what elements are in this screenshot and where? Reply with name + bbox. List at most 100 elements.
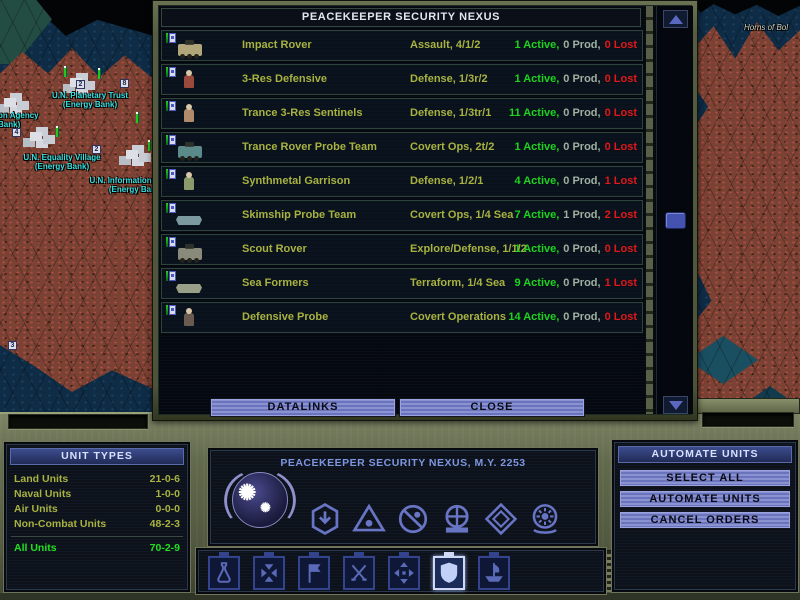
datalinks-button[interactable]: DATALINKS [210, 398, 396, 417]
unit-sprite [184, 104, 194, 122]
unit-marker[interactable] [136, 112, 139, 123]
flag-icon[interactable] [298, 552, 330, 590]
hexagon-arrow-icon[interactable] [308, 502, 342, 536]
unit-row[interactable]: Skimship Probe Team Covert Ops, 1/4 Sea … [161, 200, 643, 231]
unit-flag-icon [169, 135, 176, 145]
unit-sprite-icon [164, 168, 210, 195]
unit-flag-icon [169, 169, 176, 179]
map-badge: 8 [120, 79, 129, 88]
unit-stats: 4 Active, 0 Prod, 1 Lost [514, 167, 637, 196]
unit-types-row: Air Units 0-0-0 [14, 503, 180, 515]
unit-flag-icon [169, 101, 176, 111]
unit-sprite-icon [164, 236, 210, 263]
unit-type: Defense, 1/3r/2 [410, 73, 488, 85]
lost-count: 0 Lost [604, 141, 637, 153]
unit-health-bar [166, 305, 168, 315]
unit-marker[interactable] [64, 66, 67, 77]
unit-sprite [178, 244, 202, 263]
unit-stats: 1 Active, 0 Prod, 0 Lost [514, 133, 637, 162]
unit-stats: 1 Active, 0 Prod, 0 Lost [514, 235, 637, 264]
prod-count: 0 Prod, [563, 73, 601, 85]
scroll-up-button[interactable] [663, 10, 688, 28]
scrollbar-thumb[interactable] [665, 212, 686, 229]
active-count: 1 Active, [514, 243, 560, 255]
down-arrow-icon [669, 401, 683, 410]
dialog-body: PEACEKEEPER SECURITY NEXUS Impact Rover … [158, 5, 693, 417]
prod-count: 0 Prod, [563, 277, 601, 289]
unit-name: Synthmetal Garrison [242, 175, 351, 187]
unit-stats: 11 Active, 0 Prod, 0 Lost [509, 99, 637, 128]
unit-marker[interactable] [98, 68, 101, 79]
unit-sprite [184, 308, 194, 326]
arrows-in-icon[interactable] [253, 552, 285, 590]
ship-icon[interactable] [478, 552, 510, 590]
lost-count: 1 Lost [604, 277, 637, 289]
unit-row[interactable]: Scout Rover Explore/Defense, 1/1/2 1 Act… [161, 234, 643, 265]
unit-flag-icon [169, 237, 176, 247]
lost-count: 2 Lost [604, 209, 637, 221]
base-marker[interactable] [126, 150, 138, 159]
unit-types-header: UNIT TYPES [10, 448, 184, 465]
select-all-button[interactable]: SELECT ALL [619, 469, 791, 487]
map-badge: 2 [92, 145, 101, 154]
unit-row[interactable]: 3-Res Defensive Defense, 1/3r/2 1 Active… [161, 64, 643, 95]
unit-type: Explore/Defense, 1/1/2 [410, 243, 527, 255]
unit-row[interactable]: Synthmetal Garrison Defense, 1/2/1 4 Act… [161, 166, 643, 197]
unit-filter-toolbar [196, 548, 606, 594]
unit-sprite-icon [164, 270, 210, 297]
scroll-down-button[interactable] [663, 396, 688, 414]
console-vent [702, 412, 794, 427]
shield-icon[interactable] [433, 552, 465, 590]
all-units-row: All Units 70-2-9 [14, 542, 180, 554]
unit-row[interactable]: Sea Formers Terraform, 1/4 Sea 9 Active,… [161, 268, 643, 299]
up-arrow-icon [669, 15, 683, 24]
unit-sprite-icon [164, 134, 210, 161]
starburst-icon: ✺ [260, 500, 271, 515]
wheel-icon[interactable] [440, 502, 474, 536]
bottom-console: UNIT TYPES Land Units 21-0-6 Naval Units 1… [0, 398, 800, 600]
automate-units-button[interactable]: AUTOMATE UNITS [619, 490, 791, 508]
base-label: U.N. Planetary Trust (Energy Bank) [51, 91, 129, 109]
no-sign-icon[interactable] [396, 502, 430, 536]
unit-sprite-icon [164, 304, 210, 331]
unit-name: Impact Rover [242, 39, 312, 51]
triangle-icon[interactable] [352, 502, 386, 536]
dialog-title: PEACEKEEPER SECURITY NEXUS [161, 8, 641, 27]
close-button[interactable]: CLOSE [399, 398, 585, 417]
base-label: U.N. Information Agency (Energy Bank) [89, 176, 183, 194]
unit-stats: 1 Active, 0 Prod, 0 Lost [514, 65, 637, 94]
active-count: 1 Active, [514, 39, 560, 51]
unit-flag-icon [169, 33, 176, 43]
unit-name: Defensive Probe [242, 311, 329, 323]
lost-count: 0 Lost [604, 311, 637, 323]
base-label: U.N. Equality Village (Energy Bank) [23, 153, 101, 171]
active-count: 11 Active, [508, 107, 560, 119]
unit-row[interactable]: Impact Rover Assault, 4/1/2 1 Active, 0 P… [161, 30, 643, 61]
crossed-swords-icon[interactable] [343, 552, 375, 590]
active-count: 1 Active, [514, 141, 560, 153]
unit-row[interactable]: Defensive Probe Covert Operations 14 Act… [161, 302, 643, 333]
scrollbar-track[interactable] [656, 6, 693, 414]
base-marker[interactable] [30, 132, 42, 141]
base-marker[interactable] [4, 98, 16, 107]
unit-marker[interactable] [56, 126, 59, 137]
unit-list: Impact Rover Assault, 4/1/2 1 Active, 0 P… [161, 30, 643, 336]
map-badge: 3 [8, 341, 17, 350]
unit-sprite-icon [164, 66, 210, 93]
unit-sprite [178, 40, 202, 59]
unit-name: Skimship Probe Team [242, 209, 357, 221]
diamond-icon[interactable] [484, 502, 518, 536]
unit-row[interactable]: Trance 3-Res Sentinels Defense, 1/3tr/1 … [161, 98, 643, 129]
unit-sprite [184, 172, 194, 190]
prod-count: 1 Prod, [563, 209, 601, 221]
unit-marker[interactable] [148, 140, 151, 151]
flask-icon[interactable] [208, 552, 240, 590]
unit-health-bar [166, 271, 168, 281]
arrows-out-icon[interactable] [388, 552, 420, 590]
sunburst-icon[interactable] [528, 502, 562, 536]
lost-count: 1 Lost [604, 175, 637, 187]
unit-row[interactable]: Trance Rover Probe Team Covert Ops, 2t/2… [161, 132, 643, 163]
unit-name: Scout Rover [242, 243, 307, 255]
cancel-orders-button[interactable]: CANCEL ORDERS [619, 511, 791, 529]
unit-health-bar [166, 67, 168, 77]
